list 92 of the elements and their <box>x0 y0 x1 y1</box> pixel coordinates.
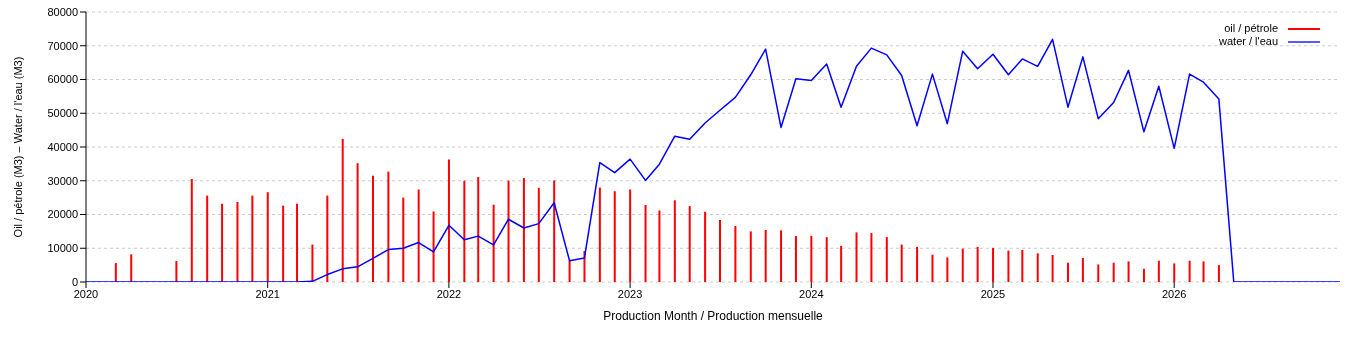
bar <box>130 254 133 282</box>
bar <box>976 246 979 282</box>
bar <box>704 211 707 282</box>
bar <box>1202 261 1205 282</box>
bar <box>870 233 873 282</box>
bar <box>992 247 995 282</box>
bar <box>1157 260 1160 282</box>
bar <box>825 237 828 282</box>
bar <box>371 175 374 282</box>
bar <box>221 203 224 282</box>
y-tick-label: 70000 <box>47 39 78 52</box>
bar <box>507 180 510 282</box>
bar <box>190 179 193 282</box>
x-tick-label: 2025 <box>980 287 1006 300</box>
bar <box>1036 253 1039 282</box>
bar <box>387 171 390 282</box>
bar <box>1173 263 1176 282</box>
bar <box>447 159 450 282</box>
bar <box>522 178 525 282</box>
bar <box>1217 265 1220 282</box>
bar <box>613 191 616 282</box>
x-tick-label: 2022 <box>436 287 462 300</box>
bar <box>629 189 632 282</box>
bar <box>1007 250 1010 282</box>
bar <box>916 246 919 282</box>
bar <box>961 248 964 282</box>
bar <box>236 202 239 282</box>
bar <box>900 244 903 282</box>
bar <box>206 195 209 282</box>
bar <box>644 205 647 282</box>
bar <box>764 230 767 282</box>
bar <box>598 187 601 282</box>
bar <box>326 195 329 282</box>
bar <box>251 195 254 282</box>
bar <box>688 206 691 282</box>
bar <box>931 254 934 282</box>
bar <box>463 180 466 282</box>
bar <box>719 219 721 282</box>
bar <box>673 200 676 282</box>
bar <box>1127 261 1130 282</box>
y-tick-label: 80000 <box>47 5 78 18</box>
x-tick-label: 2023 <box>617 287 643 300</box>
bar <box>356 163 359 282</box>
bar <box>885 237 888 282</box>
bar <box>417 189 420 282</box>
bar <box>1112 262 1115 282</box>
bar <box>1081 258 1084 282</box>
x-tick-label: 2020 <box>73 287 99 300</box>
bar <box>794 236 797 282</box>
legend-label: oil / pétrole <box>1224 22 1278 35</box>
bar <box>1021 249 1024 282</box>
bar <box>1067 262 1069 282</box>
bar <box>658 210 661 282</box>
y-axis-title: Oil / pétrole (M3) – Water / l'eau (M3) <box>11 56 24 238</box>
legend-label: water / l'eau <box>1219 35 1278 48</box>
bar <box>840 245 843 282</box>
bar <box>296 203 299 282</box>
y-tick-label: 30000 <box>47 174 78 187</box>
bar <box>946 257 949 282</box>
line-series <box>86 38 1340 282</box>
x-tick-label: 2024 <box>799 287 824 300</box>
bar <box>855 232 858 282</box>
bar <box>266 192 269 282</box>
y-tick-label: 0 <box>71 275 78 288</box>
y-tick-label: 50000 <box>47 107 78 120</box>
y-tick-label: 10000 <box>47 242 78 255</box>
bar <box>432 211 435 282</box>
bar <box>1142 268 1145 282</box>
bar <box>1188 260 1191 282</box>
bar <box>282 205 285 282</box>
bar <box>749 231 752 282</box>
x-axis-title: Production Month / Production mensuelle <box>603 309 824 323</box>
bar <box>477 177 480 282</box>
bar <box>114 263 117 282</box>
y-tick-label: 40000 <box>47 140 78 153</box>
bar <box>810 235 813 282</box>
bar <box>537 187 540 282</box>
bar <box>1051 255 1054 282</box>
bar <box>553 180 556 282</box>
bar <box>734 225 737 282</box>
x-tick-label: 2021 <box>255 287 280 300</box>
bar <box>341 138 344 282</box>
bar <box>492 204 495 282</box>
bar <box>1097 264 1100 282</box>
y-tick-label: 20000 <box>47 208 78 221</box>
bar <box>402 197 405 282</box>
bar <box>175 261 178 282</box>
x-tick-label: 2026 <box>1161 287 1187 300</box>
bar <box>568 260 571 282</box>
y-tick-label: 60000 <box>47 73 78 86</box>
bar <box>311 244 314 282</box>
bar <box>780 230 783 282</box>
